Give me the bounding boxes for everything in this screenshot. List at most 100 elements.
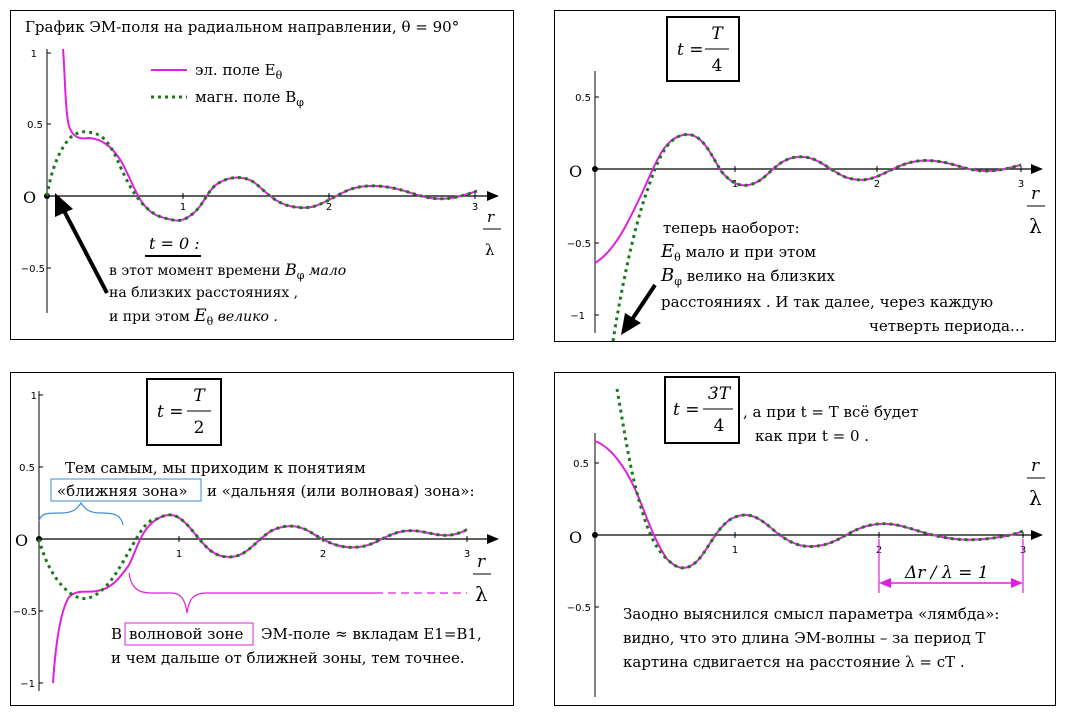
wave-zone-label: волновой зоне bbox=[129, 625, 243, 643]
panel-title: График ЭМ-поля на радиальном направлении… bbox=[25, 18, 459, 36]
delta-arrow-right bbox=[1011, 578, 1023, 588]
y-tick-label-neg0.5: −0.5 bbox=[567, 239, 591, 250]
panel-t-half: O 1 0.5 −0.5 −1 1 2 3 r λ t = T 2 Тем са… bbox=[10, 372, 514, 706]
r-label: r bbox=[477, 552, 486, 572]
y-tick-label-1: 1 bbox=[31, 391, 37, 402]
text-line3: картина сдвигается на расстояние λ = cT … bbox=[623, 653, 965, 671]
origin-label: O bbox=[15, 531, 28, 550]
wave-zone-bracket bbox=[128, 572, 375, 614]
e-field-curve bbox=[62, 48, 478, 222]
panel-t-quarter: O 0.5 −0.5 −1 1 2 3 r λ t = T 4 теперь н… bbox=[554, 10, 1056, 342]
origin-label: O bbox=[569, 528, 582, 547]
b-field-curve bbox=[615, 388, 1024, 570]
x-tick-label-3: 3 bbox=[1018, 179, 1024, 190]
e-field-curve bbox=[52, 513, 468, 684]
note-line3: и при этом Eθ велико . bbox=[109, 306, 278, 328]
time-t: t = bbox=[673, 400, 699, 420]
text-line4: и чем дальше от ближней зоны, тем точнее… bbox=[111, 649, 465, 667]
origin-dot bbox=[592, 166, 598, 172]
origin-label: O bbox=[23, 188, 36, 207]
note-line1: теперь наоборот: bbox=[663, 219, 800, 237]
time-den: 4 bbox=[714, 416, 725, 436]
plot-t-three-quarter: O 0.5 −0.5 1 2 3 r λ t = 3T 4 , а при t … bbox=[567, 376, 1045, 697]
pointer-arrow-head bbox=[55, 193, 73, 217]
pointer-arrow-line bbox=[59, 204, 109, 294]
near-zone-box bbox=[50, 478, 202, 502]
r-label: r bbox=[1031, 184, 1040, 204]
note-line2: Eθ мало и при этом bbox=[660, 241, 816, 264]
note-line4: расстояниях . И так далее, через каждую bbox=[661, 293, 993, 311]
lambda-label: λ bbox=[475, 582, 488, 606]
near-zone-label: «ближняя зона» bbox=[57, 482, 188, 500]
x-tick-label-1: 1 bbox=[180, 202, 186, 213]
b-field-curve bbox=[37, 513, 469, 600]
y-tick-label-neg1: −1 bbox=[570, 311, 585, 322]
lambda-label: λ bbox=[1029, 486, 1042, 510]
lambda-label: λ bbox=[485, 241, 495, 259]
wave-zone-box bbox=[124, 622, 254, 646]
e-field-curve bbox=[594, 440, 1024, 569]
x-tick-label-1: 1 bbox=[176, 549, 182, 560]
b-field-curve bbox=[45, 130, 478, 222]
y-tick-label-neg0.5: −0.5 bbox=[567, 603, 591, 614]
origin-dot bbox=[592, 532, 598, 538]
text-line3: ЭМ-поле ≈ вкладам E1=B1, bbox=[261, 625, 482, 643]
x-tick-label-2: 2 bbox=[320, 549, 326, 560]
side-line1: , а при t = T всё будет bbox=[743, 403, 918, 421]
x-axis-arrow bbox=[1031, 164, 1043, 174]
lambda-label: λ bbox=[1029, 214, 1042, 238]
x-axis-arrow bbox=[487, 191, 499, 201]
time-label: t = 0 : bbox=[149, 234, 200, 253]
y-tick-label-0.5: 0.5 bbox=[19, 463, 35, 474]
origin-label: O bbox=[569, 162, 582, 181]
side-line2: как при t = 0 . bbox=[755, 427, 869, 445]
r-label: r bbox=[1031, 456, 1040, 476]
plot-t0: График ЭМ-поля на радиальном направлении… bbox=[21, 18, 501, 328]
pointer-arrow-line bbox=[629, 283, 657, 323]
text-line1: Заодно выяснился смысл параметра «лямбда… bbox=[623, 605, 999, 623]
time-t: t = bbox=[677, 40, 703, 60]
legend-e-label: эл. поле Eθ bbox=[195, 61, 283, 82]
text-line2: видно, что это длина ЭМ-волны – за перио… bbox=[623, 629, 986, 647]
panel-t-three-quarter: O 0.5 −0.5 1 2 3 r λ t = 3T 4 , а при t … bbox=[554, 372, 1056, 706]
note-line1: в этот момент времени Bφ мало bbox=[109, 260, 346, 282]
time-box bbox=[664, 376, 740, 444]
x-axis-arrow bbox=[1031, 530, 1043, 540]
pointer-arrow-head bbox=[621, 313, 641, 335]
time-t: t = bbox=[157, 402, 183, 422]
y-tick-label-0.5: 0.5 bbox=[27, 120, 43, 131]
delta-arrow-left bbox=[879, 578, 891, 588]
note-line2: на близких расстояниях , bbox=[109, 285, 298, 301]
x-tick-label-1: 1 bbox=[732, 545, 738, 556]
y-tick-label-neg1: −1 bbox=[20, 679, 35, 690]
x-axis-arrow bbox=[487, 534, 499, 544]
y-tick-label-1: 1 bbox=[31, 49, 37, 60]
text-line3-pre: В bbox=[111, 625, 122, 643]
b-field-curve bbox=[611, 133, 1022, 341]
note-line3: Bφ велико на близких bbox=[660, 265, 836, 288]
r-label: r bbox=[487, 208, 495, 226]
x-tick-label-2: 2 bbox=[874, 179, 880, 190]
y-tick-label-0.5: 0.5 bbox=[573, 459, 589, 470]
time-box bbox=[146, 378, 222, 446]
plot-t-half: O 1 0.5 −0.5 −1 1 2 3 r λ t = T 2 Тем са… bbox=[13, 378, 499, 691]
x-tick-label-3: 3 bbox=[464, 549, 470, 560]
note-line5: четверть периода… bbox=[869, 317, 1025, 335]
text-line2: и «дальняя (или волновая) зона»: bbox=[207, 482, 475, 500]
time-num: T bbox=[193, 386, 206, 406]
y-tick-label-neg0.5: −0.5 bbox=[13, 607, 37, 618]
delta-label: Δr / λ = 1 bbox=[904, 563, 989, 583]
time-den: 2 bbox=[194, 418, 205, 438]
near-zone-bracket bbox=[38, 501, 124, 526]
time-num: 3T bbox=[708, 384, 732, 404]
panel-t0: График ЭМ-поля на радиальном направлении… bbox=[10, 10, 514, 340]
x-tick-label-3: 3 bbox=[472, 202, 478, 213]
x-tick-label-1: 1 bbox=[732, 179, 738, 190]
plot-t-quarter: O 0.5 −0.5 −1 1 2 3 r λ t = T 4 теперь н… bbox=[567, 16, 1045, 341]
time-den: 4 bbox=[712, 56, 723, 76]
y-tick-label-0.5: 0.5 bbox=[575, 93, 591, 104]
text-line1: Тем самым, мы приходим к понятиям bbox=[65, 459, 366, 477]
x-tick-label-2: 2 bbox=[326, 202, 332, 213]
legend-b-label: магн. поле Bφ bbox=[195, 88, 304, 109]
time-num: T bbox=[711, 24, 724, 44]
